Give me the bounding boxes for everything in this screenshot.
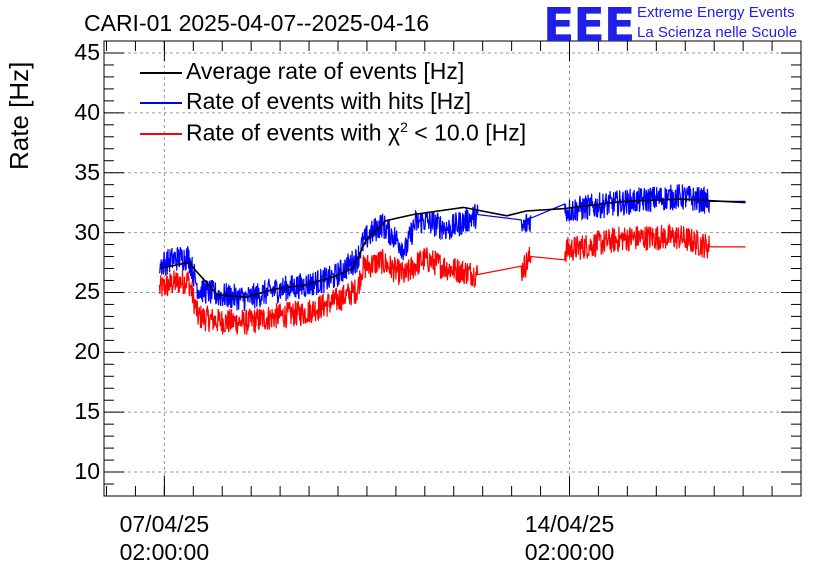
logo-subtitle-2: La Scienza nelle Scuole <box>637 24 798 41</box>
legend-swatch-hits <box>140 102 182 104</box>
y-axis-label: Rate [Hz] <box>4 61 34 170</box>
y-tick-label: 30 <box>74 218 100 245</box>
tick-layer <box>104 40 802 497</box>
legend-label-hits: Rate of events with hits [Hz] <box>186 88 472 114</box>
legend-label-chi2: Rate of events with χ2 < 10.0 [Hz] <box>186 119 526 147</box>
y-tick-label: 45 <box>74 38 100 65</box>
eee-logo: EEE <box>543 0 635 52</box>
legend-chi2-sup: 2 <box>400 119 408 135</box>
series-line-average <box>159 198 746 299</box>
legend-swatch-average <box>140 72 182 74</box>
chart-title: CARI-01 2025-04-07--2025-04-16 <box>84 10 430 36</box>
y-tick-label: 25 <box>74 278 100 305</box>
y-tick-label: 35 <box>74 158 100 185</box>
series-layer <box>158 184 746 335</box>
y-tick-label: 40 <box>74 98 100 125</box>
logo-subtitle-1: Extreme Energy Events <box>637 4 795 21</box>
series-line-hits <box>158 184 746 311</box>
x-tick-label: 07/04/25 02:00:00 <box>119 511 210 565</box>
legend-chi2-suffix: < 10.0 [Hz] <box>407 119 527 146</box>
series-line-chi2 <box>158 222 746 335</box>
y-tick-label: 20 <box>74 338 100 365</box>
y-tick-label: 10 <box>74 458 100 485</box>
x-tick-label: 14/04/25 02:00:00 <box>524 511 615 565</box>
legend-label-average: Average rate of events [Hz] <box>186 58 465 84</box>
legend-chi2-prefix: Rate of events with χ <box>186 119 401 146</box>
y-tick-label: 15 <box>74 398 100 425</box>
legend-swatch-chi2 <box>140 133 182 135</box>
